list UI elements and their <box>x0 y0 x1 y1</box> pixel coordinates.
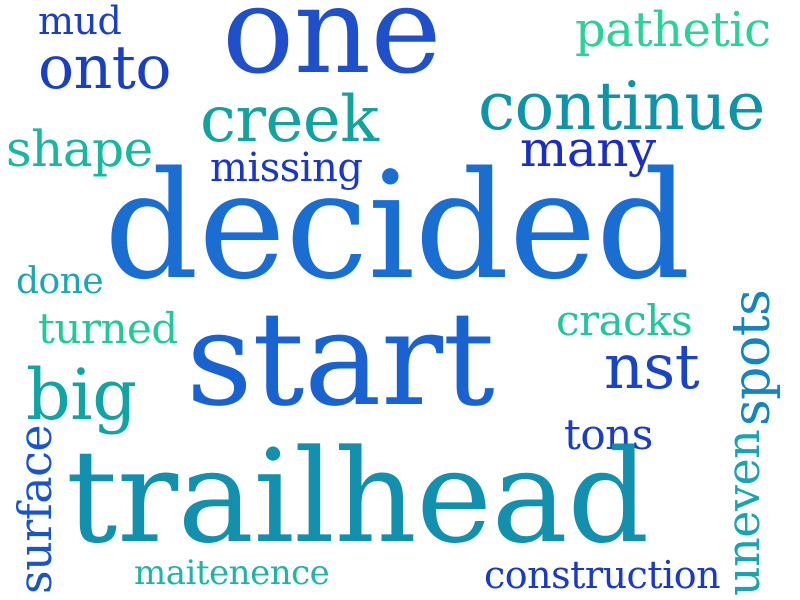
word-shape: shape <box>6 120 153 178</box>
word-surface: surface <box>8 424 62 594</box>
word-continue: continue <box>478 68 765 145</box>
word-creek: creek <box>200 83 379 157</box>
word-cracks: cracks <box>556 296 693 345</box>
word-mud: mud <box>38 0 122 43</box>
word-trailhead: trailhead <box>66 423 649 572</box>
word-one: one <box>222 0 442 101</box>
word-missing: missing <box>210 145 363 191</box>
word-pathetic: pathetic <box>575 2 771 58</box>
word-construction: construction <box>484 553 721 597</box>
word-maitenence: maitenence <box>134 553 330 593</box>
word-nst: nst <box>604 330 700 403</box>
word-tons: tons <box>564 410 653 459</box>
word-big: big <box>26 354 137 436</box>
word-turned: turned <box>38 304 178 353</box>
word-decided: decided <box>104 140 691 312</box>
word-start: start <box>186 283 495 435</box>
word-done: done <box>16 261 104 302</box>
word-uneven: uneven <box>716 429 770 596</box>
word-many: many <box>520 120 656 178</box>
word-onto: onto <box>38 33 172 103</box>
word-spots: spots <box>722 289 782 426</box>
